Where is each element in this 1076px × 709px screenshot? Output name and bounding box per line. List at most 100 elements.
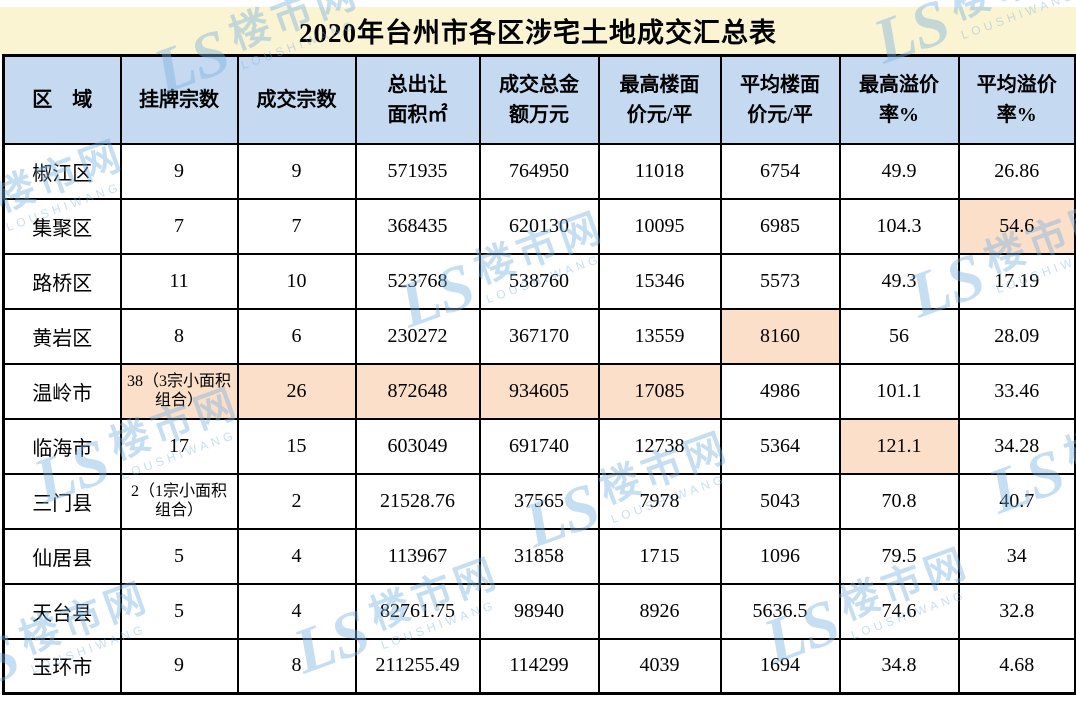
value-cell: 620130	[478, 197, 600, 255]
value-cell: 4986	[719, 362, 841, 420]
value-cell: 28.09	[957, 307, 1076, 365]
value-cell: 6	[236, 307, 357, 365]
value-cell: 104.3	[838, 197, 960, 255]
value-cell: 872648	[354, 362, 481, 420]
value-cell: 603049	[354, 417, 481, 475]
value-cell: 6985	[719, 197, 841, 255]
value-cell: 934605	[478, 362, 600, 420]
table-row: 集聚区 7 7 368435 620130 10095 6985 104.3 54.6	[2, 197, 1076, 255]
value-cell: 764950	[478, 142, 600, 200]
value-cell: 4039	[597, 637, 722, 695]
district-cell: 温岭市	[2, 362, 122, 420]
value-cell: 230272	[354, 307, 481, 365]
value-cell: 32.8	[957, 582, 1076, 640]
value-cell: 8160	[719, 307, 841, 365]
value-cell: 4.68	[957, 637, 1076, 695]
value-cell: 367170	[478, 307, 600, 365]
table-row: 温岭市 38（3宗小面积组合） 26 872648 934605 17085 4986 101…	[2, 362, 1076, 420]
value-cell: 7	[119, 197, 239, 255]
column-header-7: 最高溢价 率%	[838, 54, 960, 145]
value-cell: 10095	[597, 197, 722, 255]
value-cell: 2	[236, 472, 357, 530]
value-cell: 9	[119, 637, 239, 695]
value-cell: 5043	[719, 472, 841, 530]
value-cell: 523768	[354, 252, 481, 310]
column-header-0: 区 域	[2, 54, 122, 145]
value-cell: 34.28	[957, 417, 1076, 475]
value-cell: 368435	[354, 197, 481, 255]
value-cell: 49.3	[838, 252, 960, 310]
value-cell: 101.1	[838, 362, 960, 420]
value-cell: 4	[236, 582, 357, 640]
land-transaction-table: 区 域挂牌宗数 成交宗数 总出让 面积㎡ 成交总金 额万元 最高楼面 价元/平 平均楼面 …	[2, 54, 1076, 695]
value-cell: 11	[119, 252, 239, 310]
value-cell: 17.19	[957, 252, 1076, 310]
value-cell: 5364	[719, 417, 841, 475]
value-cell: 5636.5	[719, 582, 841, 640]
column-header-5: 最高楼面 价元/平	[597, 54, 722, 145]
value-cell: 114299	[478, 637, 600, 695]
value-cell: 70.8	[838, 472, 960, 530]
value-cell: 113967	[354, 527, 481, 585]
table-row: 路桥区 11 10 523768 538760 15346 5573 49.3 17.19	[2, 252, 1076, 310]
value-cell: 5	[119, 527, 239, 585]
value-cell: 15	[236, 417, 357, 475]
value-cell: 33.46	[957, 362, 1076, 420]
value-cell: 13559	[597, 307, 722, 365]
value-cell: 38（3宗小面积组合）	[119, 362, 239, 420]
value-cell: 26.86	[957, 142, 1076, 200]
column-header-4: 成交总金 额万元	[478, 54, 600, 145]
district-cell: 黄岩区	[2, 307, 122, 365]
value-cell: 8	[119, 307, 239, 365]
value-cell: 37565	[478, 472, 600, 530]
value-cell: 34.8	[838, 637, 960, 695]
value-cell: 9	[236, 142, 357, 200]
value-cell: 121.1	[838, 417, 960, 475]
value-cell: 5	[119, 582, 239, 640]
value-cell: 56	[838, 307, 960, 365]
table-row: 黄岩区 8 6 230272 367170 13559 8160 56 28.09	[2, 307, 1076, 365]
district-cell: 集聚区	[2, 197, 122, 255]
column-header-1: 挂牌宗数	[119, 54, 239, 145]
district-cell: 三门县	[2, 472, 122, 530]
district-cell: 仙居县	[2, 527, 122, 585]
top-margin	[0, 0, 1076, 7]
value-cell: 12738	[597, 417, 722, 475]
value-cell: 571935	[354, 142, 481, 200]
value-cell: 8	[236, 637, 357, 695]
value-cell: 1694	[719, 637, 841, 695]
value-cell: 691740	[478, 417, 600, 475]
value-cell: 11018	[597, 142, 722, 200]
column-header-8: 平均溢价 率%	[957, 54, 1076, 145]
column-header-3: 总出让 面积㎡	[354, 54, 481, 145]
value-cell: 54.6	[957, 197, 1076, 255]
table-row: 玉环市 9 8 211255.49 114299 4039 1694 34.8 4.68	[2, 637, 1076, 695]
value-cell: 2（1宗小面积组合）	[119, 472, 239, 530]
value-cell: 98940	[478, 582, 600, 640]
value-cell: 538760	[478, 252, 600, 310]
value-cell: 17	[119, 417, 239, 475]
value-cell: 17085	[597, 362, 722, 420]
district-cell: 玉环市	[2, 637, 122, 695]
value-cell: 34	[957, 527, 1076, 585]
table-row: 仙居县 5 4 113967 31858 1715 1096 79.5 34	[2, 527, 1076, 585]
value-cell: 8926	[597, 582, 722, 640]
value-cell: 74.6	[838, 582, 960, 640]
value-cell: 1715	[597, 527, 722, 585]
column-header-2: 成交宗数	[236, 54, 357, 145]
table-row: 临海市 17 15 603049 691740 12738 5364 121.1 34.28	[2, 417, 1076, 475]
value-cell: 79.5	[838, 527, 960, 585]
header-row: 区 域挂牌宗数 成交宗数 总出让 面积㎡ 成交总金 额万元 最高楼面 价元/平 平均楼面 …	[2, 54, 1076, 145]
district-cell: 椒江区	[2, 142, 122, 200]
district-cell: 路桥区	[2, 252, 122, 310]
table-body: 椒江区 9 9 571935 764950 11018 6754 49.9 26.86 集聚区 7 7…	[2, 142, 1076, 695]
value-cell: 7	[236, 197, 357, 255]
table-row: 三门县 2（1宗小面积组合） 2 21528.76 37565 7978 5043 70.8 4…	[2, 472, 1076, 530]
district-cell: 天台县	[2, 582, 122, 640]
table-row: 天台县 5 4 82761.75 98940 8926 5636.5 74.6 32.8	[2, 582, 1076, 640]
value-cell: 5573	[719, 252, 841, 310]
value-cell: 49.9	[838, 142, 960, 200]
value-cell: 40.7	[957, 472, 1076, 530]
value-cell: 7978	[597, 472, 722, 530]
